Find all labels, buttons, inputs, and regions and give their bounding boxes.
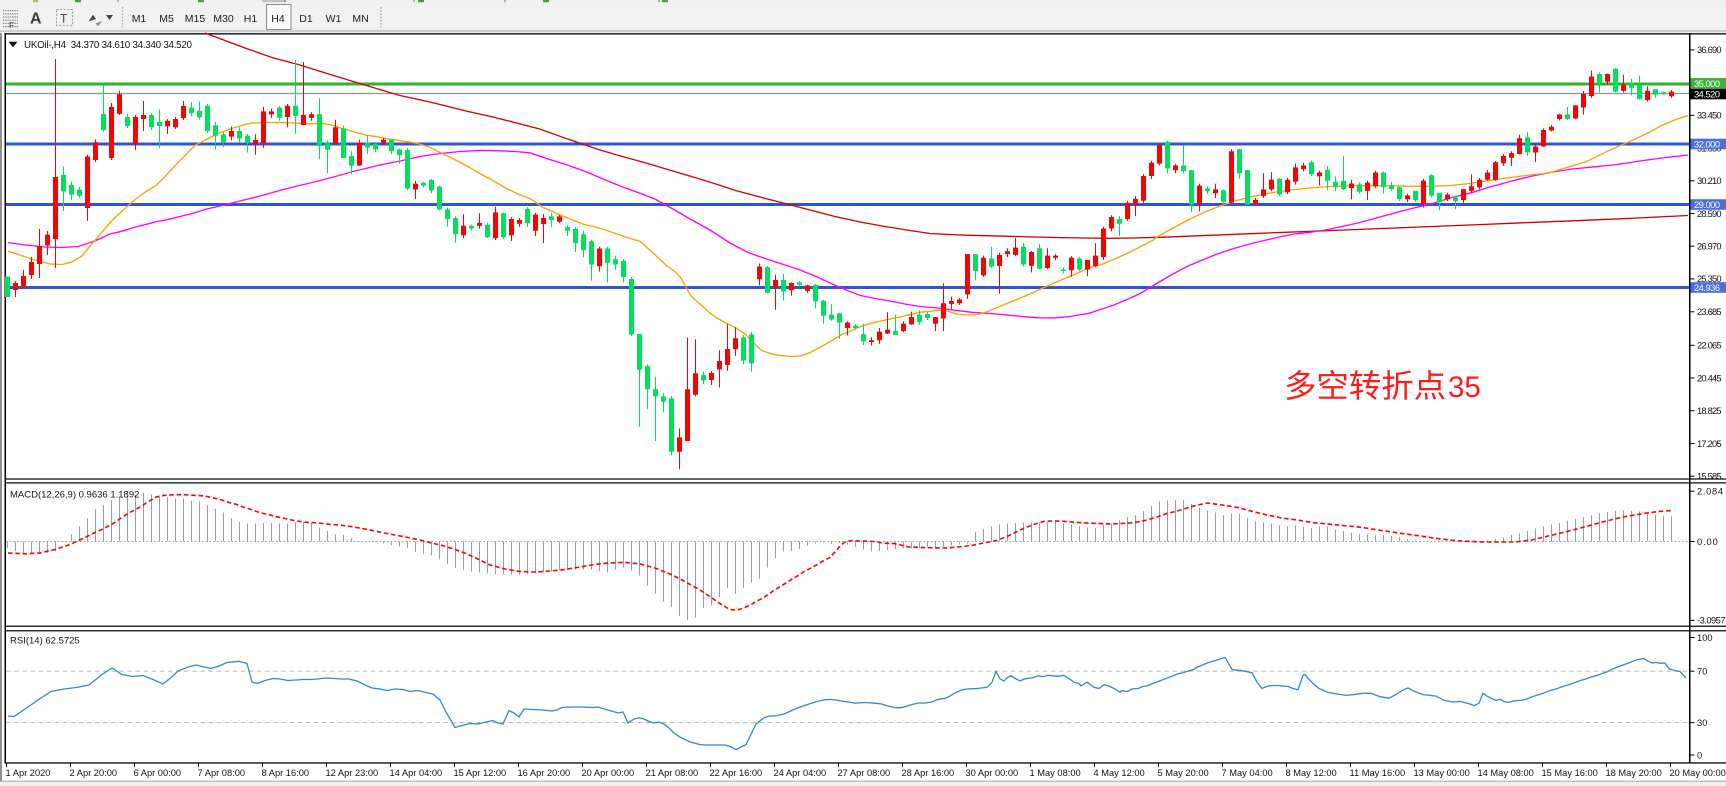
svg-text:8 May 12:00: 8 May 12:00 <box>1286 768 1337 778</box>
svg-text:MN: MN <box>352 13 368 25</box>
svg-text:6 Apr 00:00: 6 Apr 00:00 <box>134 768 182 778</box>
svg-text:20.445: 20.445 <box>1697 373 1722 383</box>
svg-text:35: 35 <box>1448 371 1481 404</box>
svg-text:22.065: 22.065 <box>1697 341 1722 351</box>
svg-text:12 Apr 23:00: 12 Apr 23:00 <box>326 768 379 778</box>
svg-text:26.970: 26.970 <box>1697 242 1722 252</box>
svg-text:24.936: 24.936 <box>1694 283 1720 293</box>
svg-text:24 Apr 04:00: 24 Apr 04:00 <box>774 768 827 778</box>
svg-text:27 Apr 08:00: 27 Apr 08:00 <box>838 768 891 778</box>
svg-text:29.000: 29.000 <box>1694 200 1720 210</box>
svg-text:15 May 16:00: 15 May 16:00 <box>1542 768 1598 778</box>
svg-text:28.590: 28.590 <box>1697 209 1722 219</box>
svg-text:25.350: 25.350 <box>1697 274 1722 284</box>
svg-text:16 Apr 20:00: 16 Apr 20:00 <box>518 768 571 778</box>
svg-text:22 Apr 16:00: 22 Apr 16:00 <box>710 768 763 778</box>
svg-text:M1: M1 <box>132 13 147 25</box>
svg-text:MACD(12,26,9) 0.9636 1.1892: MACD(12,26,9) 0.9636 1.1892 <box>10 490 139 501</box>
svg-text:21 Apr 08:00: 21 Apr 08:00 <box>646 768 699 778</box>
svg-text:28 Apr 16:00: 28 Apr 16:00 <box>902 768 955 778</box>
svg-text:2 Apr 20:00: 2 Apr 20:00 <box>70 768 118 778</box>
svg-text:33.450: 33.450 <box>1697 111 1722 121</box>
svg-text:4 May 12:00: 4 May 12:00 <box>1094 768 1145 778</box>
svg-text:18.825: 18.825 <box>1697 406 1722 416</box>
svg-text:M30: M30 <box>213 13 234 25</box>
svg-text:7 Apr 08:00: 7 Apr 08:00 <box>198 768 246 778</box>
svg-text:18 May 20:00: 18 May 20:00 <box>1606 768 1662 778</box>
svg-text:23.685: 23.685 <box>1697 307 1722 317</box>
svg-text:100: 100 <box>1697 633 1713 643</box>
svg-text:14 May 08:00: 14 May 08:00 <box>1478 768 1534 778</box>
svg-text:0: 0 <box>1697 750 1702 760</box>
svg-text:32.000: 32.000 <box>1694 140 1720 150</box>
svg-text:30: 30 <box>1697 718 1707 728</box>
svg-text:30 Apr 00:00: 30 Apr 00:00 <box>966 768 1019 778</box>
svg-text:70: 70 <box>1697 667 1707 677</box>
svg-text:M5: M5 <box>159 13 174 25</box>
svg-text:13 May 00:00: 13 May 00:00 <box>1414 768 1470 778</box>
svg-text:7 May 04:00: 7 May 04:00 <box>1222 768 1273 778</box>
svg-text:17.205: 17.205 <box>1697 439 1722 449</box>
svg-text:D1: D1 <box>299 13 313 25</box>
svg-text:T: T <box>60 12 68 26</box>
svg-text:20 May 00:00: 20 May 00:00 <box>1670 768 1726 778</box>
svg-text:14 Apr 04:00: 14 Apr 04:00 <box>390 768 443 778</box>
svg-text:2.084: 2.084 <box>1697 487 1723 497</box>
svg-text:-3.0957: -3.0957 <box>1697 616 1726 626</box>
svg-text:20 Apr 00:00: 20 Apr 00:00 <box>582 768 635 778</box>
svg-text:A: A <box>30 11 42 28</box>
svg-text:M15: M15 <box>185 13 206 25</box>
svg-text:UKOil-,H4 34.370 34.610 34.34: UKOil-,H4 34.370 34.610 34.340 34.520 <box>24 40 193 51</box>
svg-text:15.585: 15.585 <box>1697 472 1722 482</box>
svg-text:H1: H1 <box>244 13 258 25</box>
svg-text:36.690: 36.690 <box>1697 45 1722 55</box>
svg-text:30.210: 30.210 <box>1697 176 1722 186</box>
svg-text:RSI(14) 62.5725: RSI(14) 62.5725 <box>10 636 80 647</box>
svg-text:F: F <box>9 21 14 30</box>
svg-text:11 May 16:00: 11 May 16:00 <box>1350 768 1406 778</box>
svg-text:5 May 20:00: 5 May 20:00 <box>1158 768 1209 778</box>
svg-text:15 Apr 12:00: 15 Apr 12:00 <box>454 768 507 778</box>
svg-text:8 Apr 16:00: 8 Apr 16:00 <box>262 768 310 778</box>
svg-text:34.520: 34.520 <box>1694 90 1720 100</box>
svg-text:0.00: 0.00 <box>1697 537 1718 547</box>
svg-text:W1: W1 <box>326 13 342 25</box>
svg-text:35.000: 35.000 <box>1694 79 1720 89</box>
svg-text:1 Apr 2020: 1 Apr 2020 <box>6 768 51 778</box>
svg-text:1 May 08:00: 1 May 08:00 <box>1030 768 1081 778</box>
svg-text:H4: H4 <box>271 13 285 25</box>
